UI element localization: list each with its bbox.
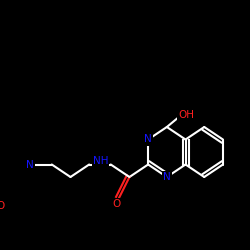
Text: N: N (163, 172, 171, 182)
Text: OH: OH (178, 110, 194, 120)
Text: N: N (26, 160, 34, 170)
Text: NH: NH (93, 156, 108, 166)
Text: O: O (113, 199, 121, 209)
Text: O: O (0, 201, 5, 211)
Text: N: N (144, 134, 152, 144)
